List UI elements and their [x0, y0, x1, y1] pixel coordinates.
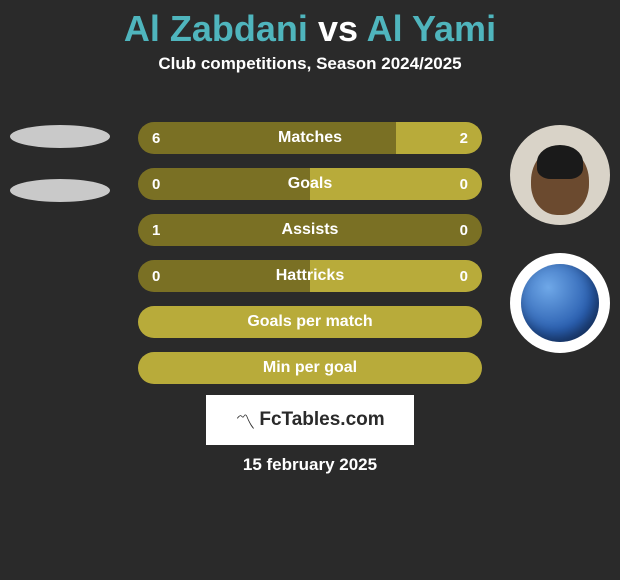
stat-label: Goals per match — [138, 313, 482, 331]
stat-label: Hattricks — [138, 267, 482, 285]
comparison-title: Al Zabdani vs Al Yami — [0, 0, 620, 54]
player2-club-logo — [510, 253, 610, 353]
stat-row-matches: 62Matches — [138, 122, 482, 154]
stat-label: Matches — [138, 129, 482, 147]
date-label: 15 february 2025 — [0, 455, 620, 475]
stat-label: Min per goal — [138, 359, 482, 377]
stat-label: Assists — [138, 221, 482, 239]
watermark: 〽 FcTables.com — [206, 395, 414, 445]
stat-label: Goals — [138, 175, 482, 193]
title-player1: Al Zabdani — [124, 8, 308, 49]
title-vs: vs — [318, 8, 358, 49]
stat-row-min-per-goal: Min per goal — [138, 352, 482, 384]
player1-photo-placeholder — [10, 125, 110, 148]
stat-row-assists: 10Assists — [138, 214, 482, 246]
club-badge-icon — [521, 264, 599, 342]
player1-club-placeholder — [10, 179, 110, 202]
watermark-icon: 〽 — [235, 406, 255, 435]
stat-row-goals: 00Goals — [138, 168, 482, 200]
player2-photo — [510, 125, 610, 225]
subtitle: Club competitions, Season 2024/2025 — [0, 54, 620, 74]
watermark-text: FcTables.com — [259, 409, 384, 431]
player-hair-icon — [537, 145, 583, 179]
title-player2: Al Yami — [367, 8, 496, 49]
stat-row-goals-per-match: Goals per match — [138, 306, 482, 338]
stat-row-hattricks: 00Hattricks — [138, 260, 482, 292]
stat-bars: 62Matches 00Goals 10Assists 00Hattricks Goal… — [138, 122, 482, 398]
player-head-icon — [531, 147, 589, 215]
